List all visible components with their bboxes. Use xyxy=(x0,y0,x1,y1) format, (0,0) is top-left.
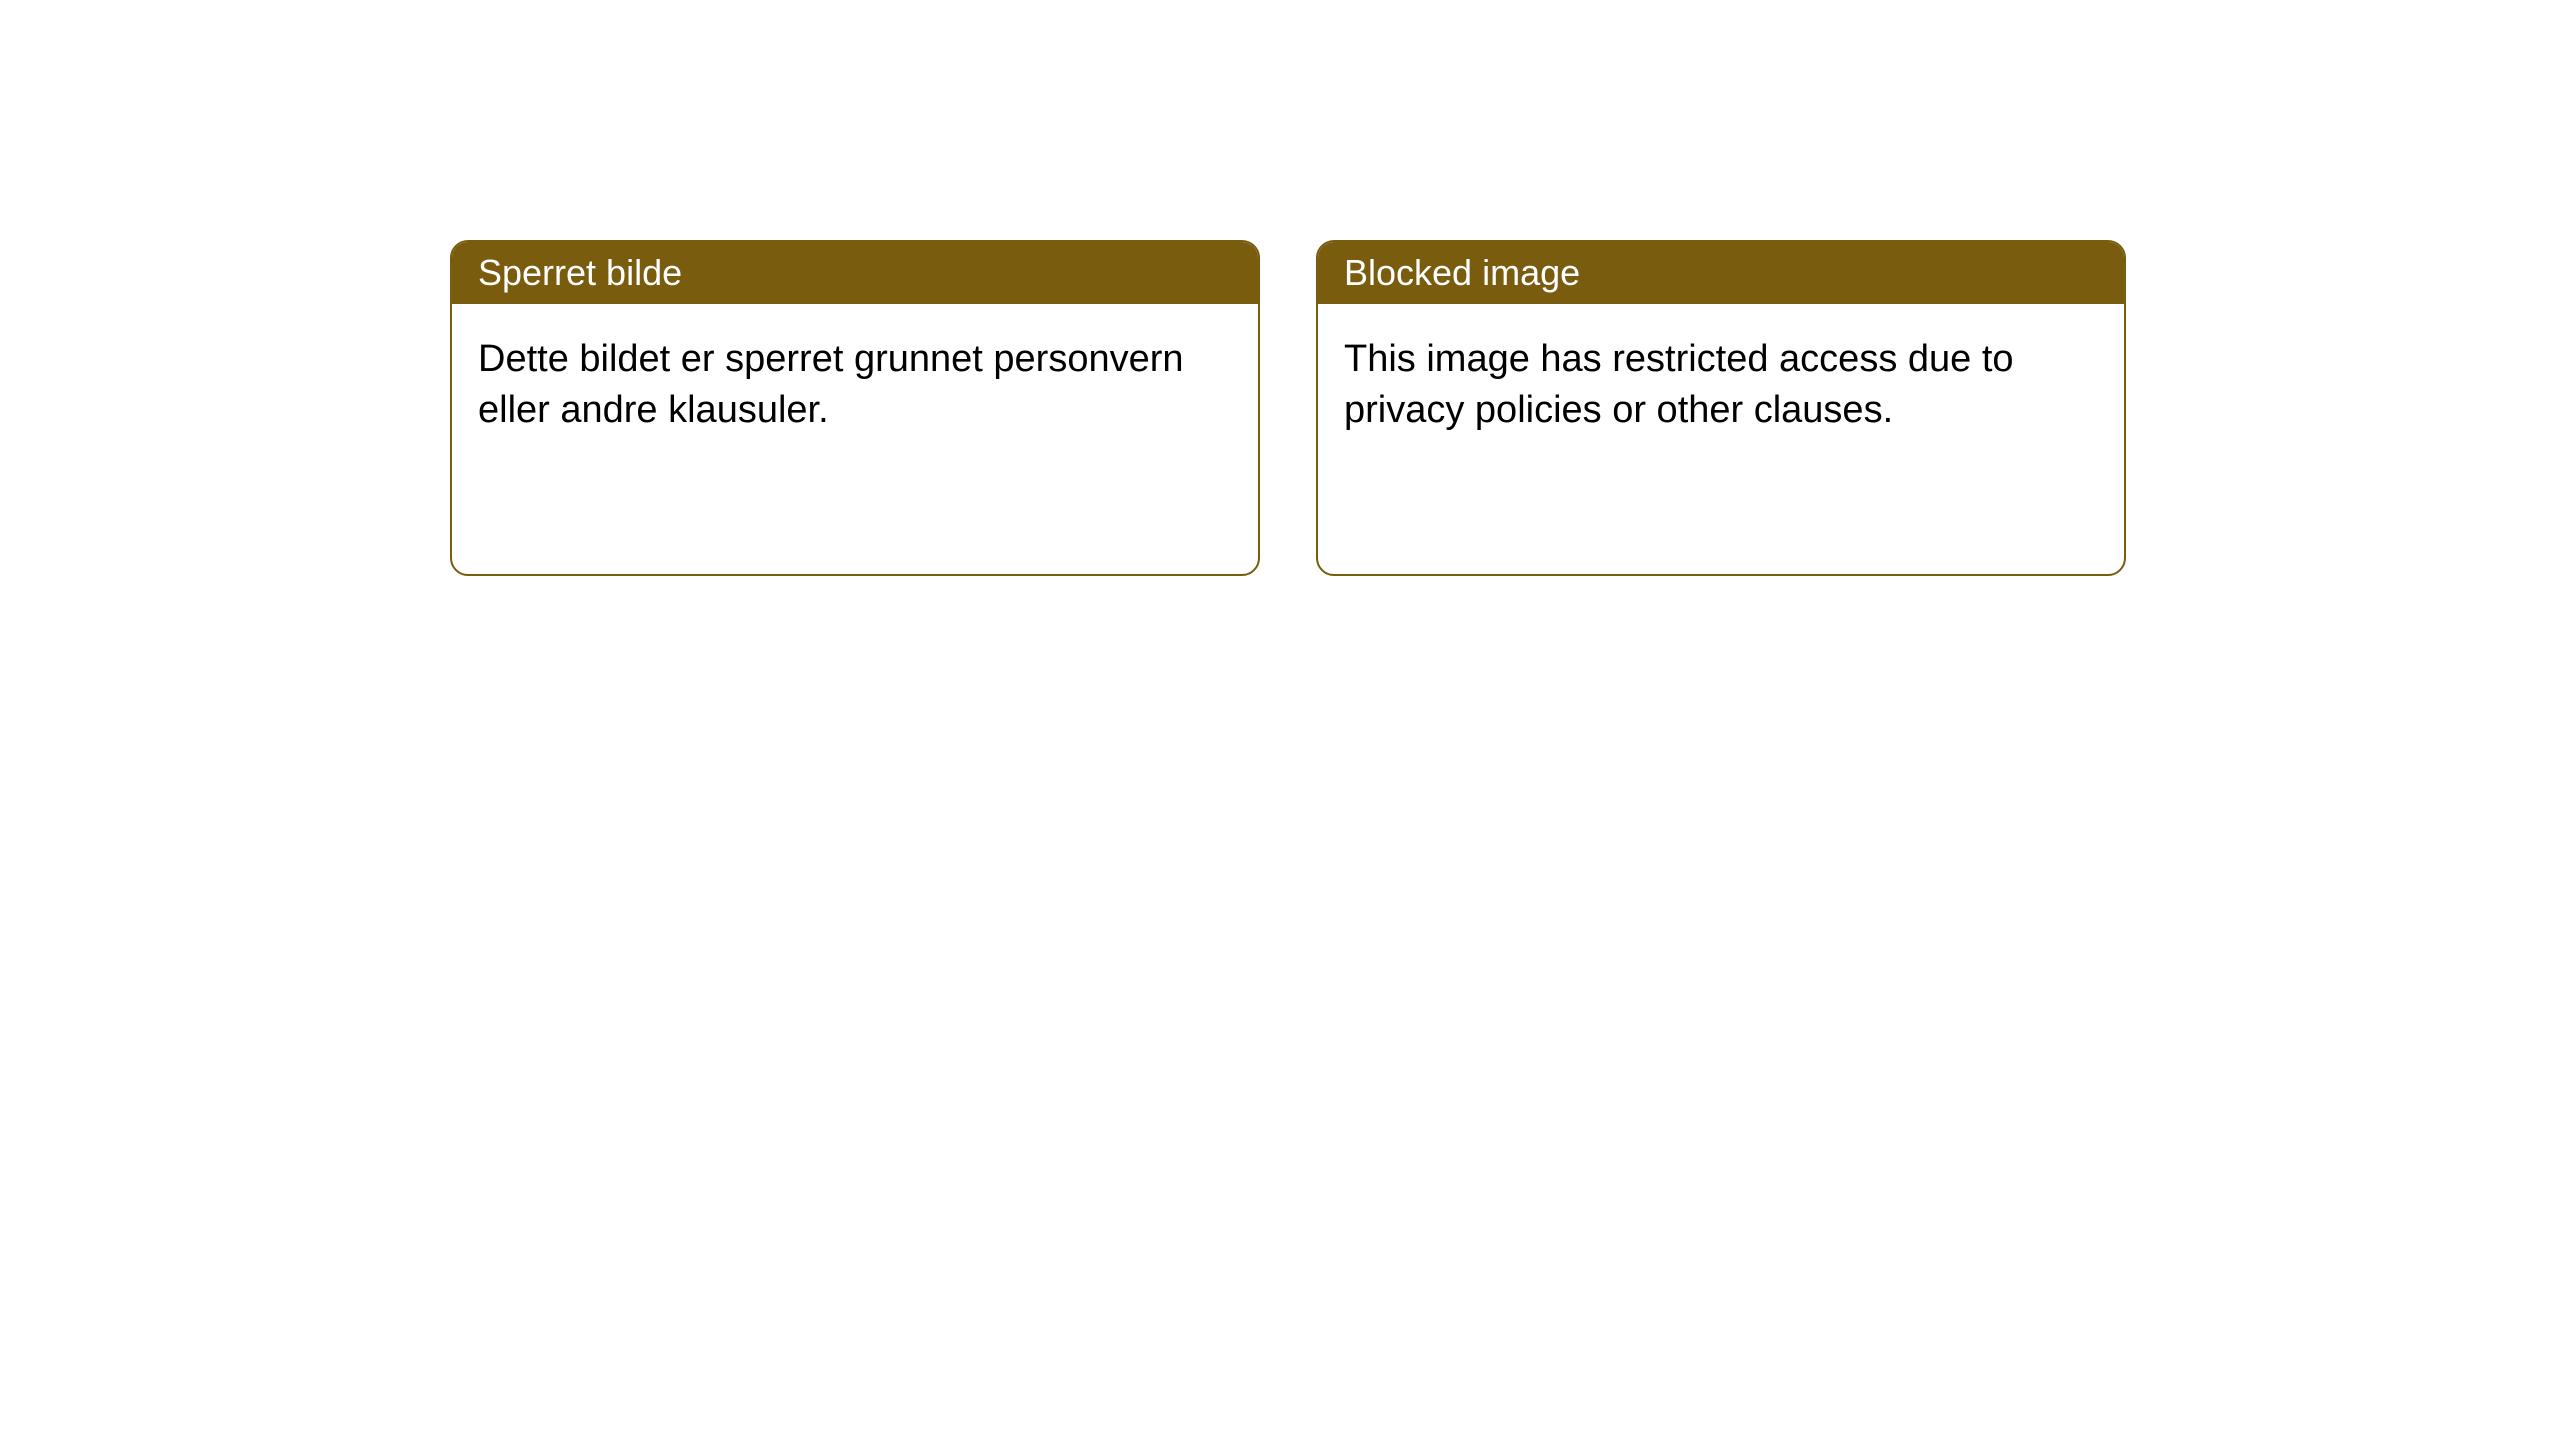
notice-text: This image has restricted access due to … xyxy=(1344,334,2098,437)
notice-body: This image has restricted access due to … xyxy=(1318,304,2124,574)
notice-text: Dette bildet er sperret grunnet personve… xyxy=(478,334,1232,437)
notice-title: Blocked image xyxy=(1344,252,1580,293)
notice-header: Sperret bilde xyxy=(452,242,1258,304)
notice-box-english: Blocked image This image has restricted … xyxy=(1316,240,2126,576)
notice-title: Sperret bilde xyxy=(478,252,682,293)
notice-body: Dette bildet er sperret grunnet personve… xyxy=(452,304,1258,574)
notice-header: Blocked image xyxy=(1318,242,2124,304)
notices-container: Sperret bilde Dette bildet er sperret gr… xyxy=(450,240,2126,576)
notice-box-norwegian: Sperret bilde Dette bildet er sperret gr… xyxy=(450,240,1260,576)
